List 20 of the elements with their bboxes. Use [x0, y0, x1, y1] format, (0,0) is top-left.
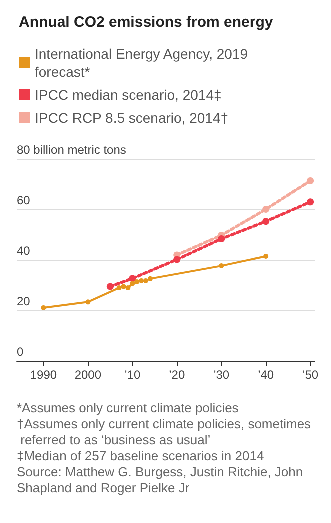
y-tick-label: 60 — [17, 194, 31, 208]
x-tick-label: ’10 — [124, 368, 141, 382]
x-tick-label: ’50 — [302, 368, 319, 382]
text: *Assumes only current climate policies — [17, 400, 240, 416]
legend-label: IPCC RCP 8.5 scenario, 2014† — [35, 110, 229, 126]
x-tick-label: 1990 — [30, 368, 58, 382]
x-tick-label: ’40 — [258, 368, 274, 382]
x-tick-label: 2000 — [74, 368, 102, 382]
legend-label: International Energy Agency, 2019 forecast* — [35, 46, 252, 80]
chart-title: Annual CO2 emissions from energy — [19, 14, 274, 31]
y-tick-label: 0 — [17, 345, 24, 359]
text: †Assumes only current climate policies, sometimes referred to as ‘business as usual’ — [17, 416, 312, 448]
y-tick-label: 80 billion metric tons — [17, 143, 126, 157]
x-tick-label: ’20 — [169, 368, 186, 382]
x-tick-label: ’30 — [214, 368, 230, 382]
text: ‡Median of 257 baseline scenarios in 2014 — [17, 448, 264, 464]
source-note: Source: Matthew G. Burgess, Justin Ritchie, John Shapland and Roger Pielke Jr — [17, 464, 307, 496]
y-tick-label: 40 — [17, 244, 31, 258]
y-tick-label: 20 — [17, 294, 31, 308]
legend-label: IPCC median scenario, 2014‡ — [35, 87, 222, 103]
